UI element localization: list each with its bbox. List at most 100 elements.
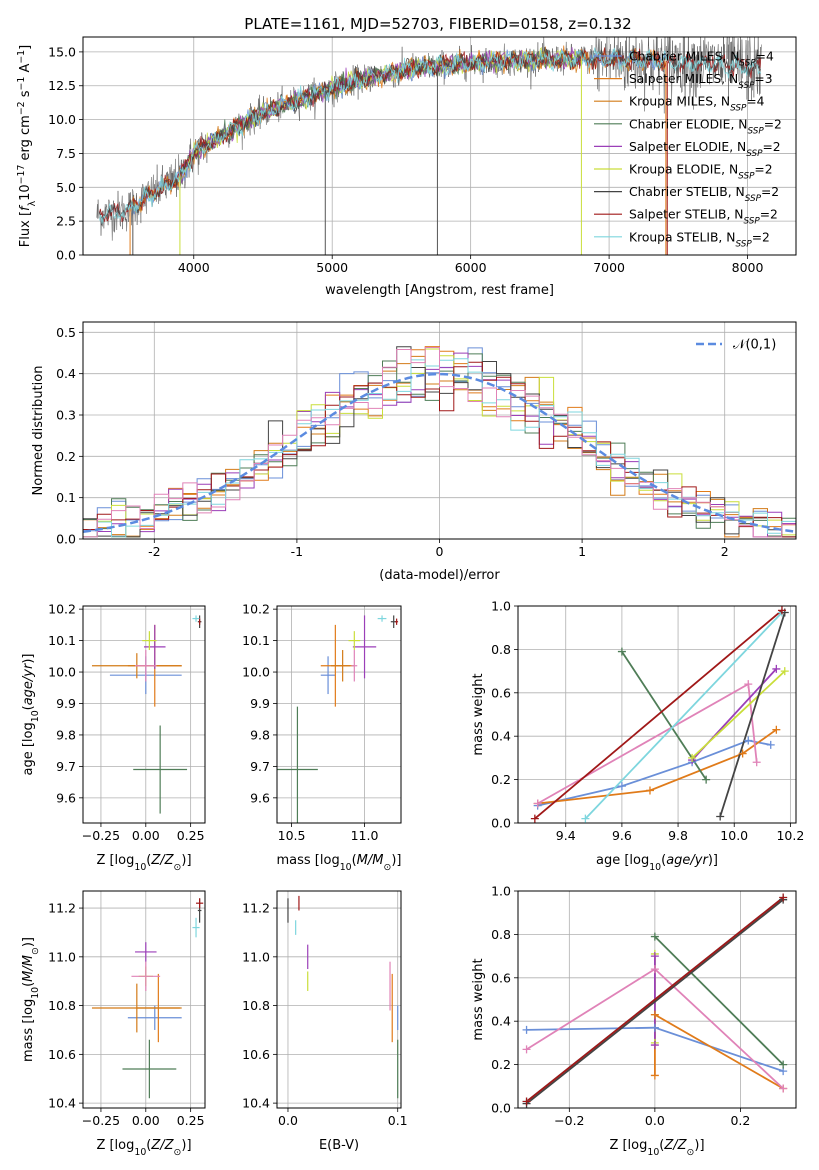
weight-line: [537, 739, 771, 807]
axes-frame: [517, 605, 797, 824]
x-tick-label: 6000: [455, 260, 487, 275]
y-tick-label: 0.0: [56, 532, 76, 547]
x-tick-label: 5000: [316, 260, 348, 275]
legend-label-part: =2: [762, 140, 780, 154]
panel-weight_vs_Z: −0.2 0.0 0.2 0.0 0.2 0.4 0.6 0.8 1.0 Z [log10(Z/Z…: [471, 884, 797, 1158]
y-tick-label: 10.0: [242, 665, 270, 680]
x-tick-label: 0: [436, 544, 444, 559]
x-tick-label: 0.00: [132, 1113, 160, 1128]
weight-marker: [779, 1060, 788, 1069]
y-tick-label: 1.0: [491, 884, 511, 899]
x-axis-label-part: )]: [391, 853, 401, 868]
y-axis-label-part: 10: [30, 710, 41, 722]
x-axis-label-part: M/M: [357, 853, 384, 868]
legend-label-part: SSP: [738, 81, 755, 91]
model-line: [99, 47, 762, 224]
x-tick-label: 0.00: [132, 828, 160, 843]
y-tick-label: 5.0: [56, 180, 76, 195]
x-axis-label: Z [log10(Z/Z⊙)]: [609, 1138, 704, 1158]
x-tick-label: 9.4: [556, 828, 576, 843]
y-tick-label: 9.6: [250, 790, 270, 805]
weight-marker: [581, 814, 590, 823]
weight-marker: [650, 952, 659, 961]
weight-line: [654, 1013, 784, 1090]
legend-label: Chabrier STELIB, NSSP=2: [629, 185, 779, 204]
plot-area-residual_hist: [83, 346, 796, 539]
gridlines: [83, 891, 205, 1108]
weight-marker: [650, 1071, 659, 1080]
x-axis-label-part: Z [log: [609, 1138, 647, 1153]
y-tick-label: 0.3: [56, 408, 76, 423]
axes-frame: [82, 321, 797, 540]
x-axis-label-part: ⊙: [174, 1147, 182, 1158]
gridlines: [277, 606, 401, 823]
y-tick-label: 11.0: [242, 949, 270, 964]
x-axis-label-part: age/yr: [666, 853, 709, 868]
x-tick-label: −0.2: [554, 1113, 584, 1128]
y-axis-label: mass weight: [471, 673, 486, 755]
y-tick-label: 0.4: [491, 729, 511, 744]
panel-mass_vs_EBV: 0.0 0.1 10.4 10.6 10.8 11.0 11.2 E(B-V): [242, 890, 408, 1153]
y-axis-label-part: (: [21, 705, 36, 710]
y-axis-label-part: s: [18, 90, 33, 101]
y-tick-label: 9.6: [56, 790, 76, 805]
x-axis-label-part: Z/Z: [150, 1138, 174, 1153]
x-tick-label: 11.0: [351, 828, 379, 843]
x-tick-label: -2: [148, 544, 160, 559]
axes-frame: [82, 36, 797, 256]
weight-marker: [650, 1041, 659, 1050]
y-tick-label: 0.1: [56, 490, 76, 505]
x-axis-label-part: 10: [340, 862, 352, 873]
axes-frame: [276, 890, 402, 1109]
weight-marker: [779, 893, 788, 902]
legend-label: Kroupa MILES, NSSP=4: [629, 95, 765, 114]
x-axis-label-part: )]: [181, 853, 191, 868]
weight-marker: [772, 664, 781, 673]
legend-label-part: =2: [754, 163, 772, 177]
y-axis-label: Normed distribution: [31, 366, 46, 496]
x-axis-label-part: 10: [134, 1147, 146, 1158]
x-axis-label-part: )]: [181, 1138, 191, 1153]
legend-label-part: Kroupa ELODIE, N: [629, 163, 738, 177]
y-tick-label: 10.1: [242, 633, 270, 648]
axes-frame: [82, 890, 206, 1109]
weight-marker: [766, 740, 775, 749]
weight-marker: [716, 812, 725, 821]
x-axis-label: wavelength [Angstrom, rest frame]: [325, 283, 554, 298]
weight-marker: [688, 753, 697, 762]
weight-marker: [533, 799, 542, 808]
weight-marker: [650, 965, 659, 974]
y-tick-label: 0.2: [56, 449, 76, 464]
legend-label-part: SSP: [730, 104, 747, 114]
weight-marker: [752, 758, 761, 767]
x-axis-label-part: (: [146, 853, 151, 868]
axes-frame: [276, 605, 402, 824]
x-tick-label: 9.8: [668, 828, 688, 843]
weight-marker: [744, 736, 753, 745]
y-tick-label: 0.2: [491, 772, 511, 787]
x-tick-label: 0.1: [388, 1113, 408, 1128]
y-tick-label: 9.8: [56, 727, 76, 742]
y-axis-label-part: −1: [16, 77, 27, 91]
x-axis-label: Z [log10(Z/Z⊙)]: [96, 1138, 191, 1158]
histogram-step: [83, 347, 796, 539]
y-tick-label: 0.4: [491, 1014, 511, 1029]
legend-label-part: =3: [754, 72, 772, 86]
y-axis-label-part: −2: [16, 101, 27, 115]
legend-label: Salpeter ELODIE, NSSP=2: [629, 140, 781, 159]
weight-marker: [772, 725, 781, 734]
legend-label-part: Salpeter STELIB, N: [629, 208, 744, 222]
x-tick-label: 4000: [178, 260, 210, 275]
legend-label-part: Kroupa STELIB, N: [629, 230, 735, 244]
legend-label-part: SSP: [745, 194, 762, 204]
x-axis-label-part: 10: [134, 862, 146, 873]
x-axis-label-part: Z/Z: [663, 1138, 687, 1153]
y-axis-label-part: M/M: [21, 955, 36, 982]
figure-title: PLATE=1161, MJD=52703, FIBERID=0158, z=0…: [244, 15, 631, 33]
panel-age_vs_Z: −0.25 0.00 0.25 9.6 9.7 9.8 9.9 10.0 10.1 10.2 Z […: [21, 602, 206, 873]
axes-frame: [517, 890, 797, 1109]
weight-line: [719, 612, 786, 817]
weight-marker: [530, 814, 539, 823]
